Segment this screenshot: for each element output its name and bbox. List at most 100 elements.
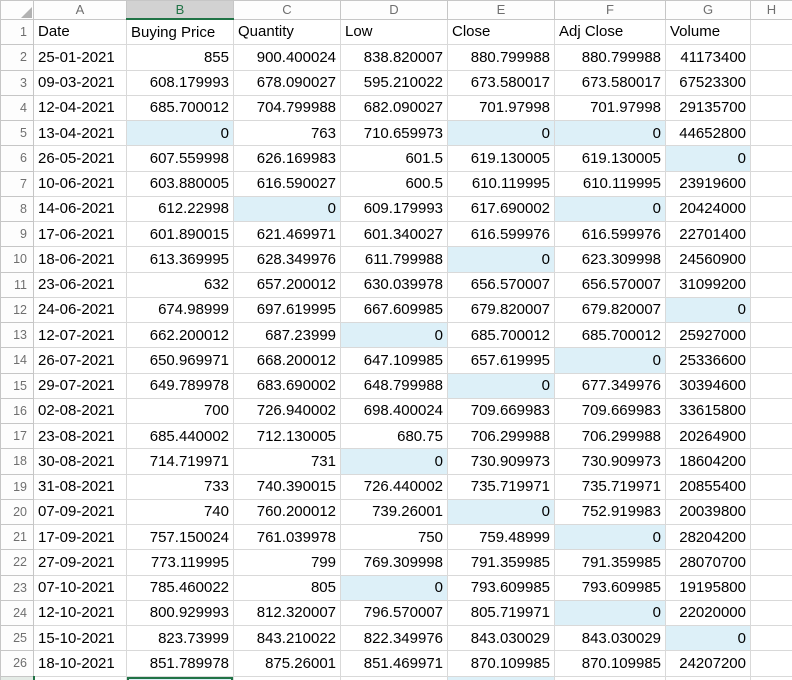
- cell-empty[interactable]: [750, 624, 792, 652]
- row-header-12[interactable]: 12: [0, 296, 34, 324]
- cell[interactable]: 812.320007: [233, 599, 341, 627]
- cell[interactable]: 24560900: [665, 246, 751, 273]
- cell[interactable]: 668.200012: [233, 347, 341, 374]
- cell[interactable]: 17-09-2021: [33, 523, 127, 551]
- cell[interactable]: 0: [340, 574, 448, 601]
- row-header-15[interactable]: 15: [0, 372, 34, 399]
- field-header-cell[interactable]: Quantity: [233, 18, 341, 46]
- cell[interactable]: 22701400: [665, 220, 751, 248]
- cell[interactable]: 607.559998: [126, 145, 234, 172]
- cell[interactable]: 679.820007: [554, 296, 666, 324]
- field-header-cell[interactable]: Volume: [665, 18, 751, 46]
- cell[interactable]: 31099200: [665, 271, 751, 298]
- cell[interactable]: 685.700012: [126, 94, 234, 122]
- cell[interactable]: 726.940002: [233, 397, 341, 425]
- cell[interactable]: 822.349976: [340, 624, 448, 652]
- cell-empty[interactable]: [750, 18, 792, 46]
- row-header-9[interactable]: 9: [0, 220, 34, 248]
- cell[interactable]: 41173400: [665, 44, 751, 71]
- row-header-5[interactable]: 5: [0, 119, 34, 147]
- cell[interactable]: 23-08-2021: [33, 422, 127, 450]
- cell[interactable]: 752.919983: [554, 498, 666, 526]
- cell[interactable]: 769.309998: [340, 549, 448, 576]
- cell[interactable]: 740.390015: [233, 473, 341, 500]
- cell[interactable]: 0: [554, 347, 666, 374]
- column-header-f[interactable]: F: [554, 0, 666, 20]
- cell[interactable]: 687.23999: [233, 321, 341, 349]
- cell[interactable]: 677.349976: [554, 372, 666, 399]
- cell[interactable]: 731: [233, 448, 341, 475]
- cell[interactable]: 17-06-2021: [33, 220, 127, 248]
- cell[interactable]: 733: [126, 473, 234, 500]
- row-header-3[interactable]: 3: [0, 69, 34, 96]
- cell[interactable]: 796.570007: [340, 599, 448, 627]
- cell-empty[interactable]: [750, 574, 792, 601]
- cell[interactable]: 740: [126, 498, 234, 526]
- cell[interactable]: 706.299988: [447, 422, 555, 450]
- cell-empty[interactable]: [750, 473, 792, 500]
- cell[interactable]: 630.039978: [340, 271, 448, 298]
- cell[interactable]: 648.799988: [340, 372, 448, 399]
- row-header-1[interactable]: 1: [0, 18, 34, 46]
- cell[interactable]: 739.26001: [340, 498, 448, 526]
- cell[interactable]: 673.580017: [447, 69, 555, 96]
- cell[interactable]: 29135700: [665, 94, 751, 122]
- cell[interactable]: 0: [665, 296, 751, 324]
- cell-empty[interactable]: [750, 347, 792, 374]
- cell-empty[interactable]: [750, 675, 792, 680]
- cell[interactable]: 18604200: [665, 448, 751, 475]
- cell[interactable]: 1024.859985: [554, 675, 666, 680]
- cell[interactable]: 616.599976: [554, 220, 666, 248]
- cell[interactable]: 750: [340, 523, 448, 551]
- cell[interactable]: 612.22998: [126, 195, 234, 223]
- cell[interactable]: 20264900: [665, 422, 751, 450]
- cell[interactable]: 600.5: [340, 170, 448, 197]
- row-header-13[interactable]: 13: [0, 321, 34, 349]
- cell-empty[interactable]: [750, 119, 792, 147]
- cell[interactable]: 726.440002: [340, 473, 448, 500]
- cell[interactable]: 761.039978: [233, 523, 341, 551]
- cell[interactable]: 25-10-2021: [33, 675, 127, 680]
- cell[interactable]: 07-10-2021: [33, 574, 127, 601]
- cell[interactable]: 10-06-2021: [33, 170, 127, 197]
- cell[interactable]: 628.349976: [233, 246, 341, 273]
- cell[interactable]: 701.97998: [554, 94, 666, 122]
- cell[interactable]: 30394600: [665, 372, 751, 399]
- cell[interactable]: 0: [554, 195, 666, 223]
- cell[interactable]: 843.030029: [554, 624, 666, 652]
- cell[interactable]: 678.090027: [233, 69, 341, 96]
- row-header-10[interactable]: 10: [0, 246, 34, 273]
- cell[interactable]: 793.609985: [554, 574, 666, 601]
- cell[interactable]: 617.690002: [447, 195, 555, 223]
- cell[interactable]: 649.789978: [126, 372, 234, 399]
- column-header-a[interactable]: A: [33, 0, 127, 20]
- row-header-6[interactable]: 6: [0, 145, 34, 172]
- cell[interactable]: 25-01-2021: [33, 44, 127, 71]
- row-header-19[interactable]: 19: [0, 473, 34, 500]
- row-header-16[interactable]: 16: [0, 397, 34, 425]
- cell-empty[interactable]: [750, 523, 792, 551]
- cell-empty[interactable]: [750, 246, 792, 273]
- cell[interactable]: 20424000: [665, 195, 751, 223]
- cell[interactable]: 02-08-2021: [33, 397, 127, 425]
- cell-empty[interactable]: [750, 195, 792, 223]
- cell[interactable]: 855: [126, 44, 234, 71]
- cell-empty[interactable]: [750, 422, 792, 450]
- cell[interactable]: 0: [665, 624, 751, 652]
- cell[interactable]: 791.359985: [554, 549, 666, 576]
- cell[interactable]: 657.200012: [233, 271, 341, 298]
- cell[interactable]: 33615800: [665, 397, 751, 425]
- cell-empty[interactable]: [750, 549, 792, 576]
- cell[interactable]: 880.799988: [554, 44, 666, 71]
- cell[interactable]: 793.609985: [447, 574, 555, 601]
- cell[interactable]: 601.5: [340, 145, 448, 172]
- cell[interactable]: 712.130005: [233, 422, 341, 450]
- cell[interactable]: 0: [447, 246, 555, 273]
- cell-empty[interactable]: [750, 69, 792, 96]
- cell[interactable]: 683.690002: [233, 372, 341, 399]
- selected-cell[interactable]: 0: [126, 675, 234, 680]
- cell[interactable]: 851.789978: [126, 650, 234, 677]
- cell[interactable]: 667.609985: [340, 296, 448, 324]
- cell[interactable]: 619.130005: [554, 145, 666, 172]
- cell[interactable]: 679.820007: [447, 296, 555, 324]
